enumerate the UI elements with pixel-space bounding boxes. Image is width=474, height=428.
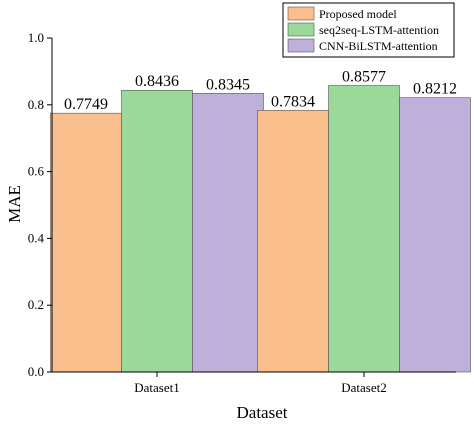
x-tick-label: Dataset2	[341, 380, 386, 395]
legend-swatch-1	[287, 6, 315, 21]
bar-3-2	[399, 97, 471, 373]
legend-swatch-2	[287, 22, 315, 37]
bar-value-label: 0.8345	[206, 76, 250, 93]
bar-value-label: 0.7834	[271, 93, 315, 110]
bar-value-label: 0.8577	[342, 69, 386, 86]
y-tick-label: 0.2	[28, 297, 44, 312]
y-ticks-layer: 0.0 0.2 0.4 0.6 0.8 1.0	[28, 30, 52, 379]
y-tick-label: 1.0	[28, 30, 44, 45]
value-labels-layer: 0.7749 0.8436 0.8345 0.7834 0.8577 0.8212	[64, 69, 457, 114]
bar-value-label: 0.7749	[64, 96, 108, 113]
axes-layer	[51, 38, 456, 373]
bar-2-1	[121, 89, 193, 373]
bar-2-2	[328, 85, 400, 373]
bar-3-1	[192, 92, 264, 373]
bars-layer	[50, 85, 471, 373]
y-axis-label: MAE	[5, 185, 24, 223]
y-tick-label: 0.6	[28, 164, 45, 179]
y-tick-label: 0.8	[28, 97, 44, 112]
x-tick-label: Dataset1	[134, 380, 179, 395]
legend: Proposed model seq2seq-LSTM-attention CNN-…	[282, 2, 455, 58]
legend-swatch-3	[287, 38, 315, 53]
bar-1-1	[50, 112, 122, 373]
bar-value-label: 0.8212	[413, 81, 457, 98]
legend-label-2: seq2seq-LSTM-attention	[319, 23, 439, 37]
legend-label-3: CNN-BiLSTM-attention	[319, 39, 438, 53]
legend-label-1: Proposed model	[319, 7, 397, 21]
bar-value-label: 0.8436	[135, 73, 179, 90]
bar-1-2	[257, 110, 329, 373]
x-ticks-layer: Dataset1 Dataset2	[134, 372, 387, 395]
y-tick-label: 0.4	[28, 230, 45, 245]
x-axis-label: Dataset	[237, 403, 288, 422]
y-tick-label: 0.0	[28, 364, 44, 379]
